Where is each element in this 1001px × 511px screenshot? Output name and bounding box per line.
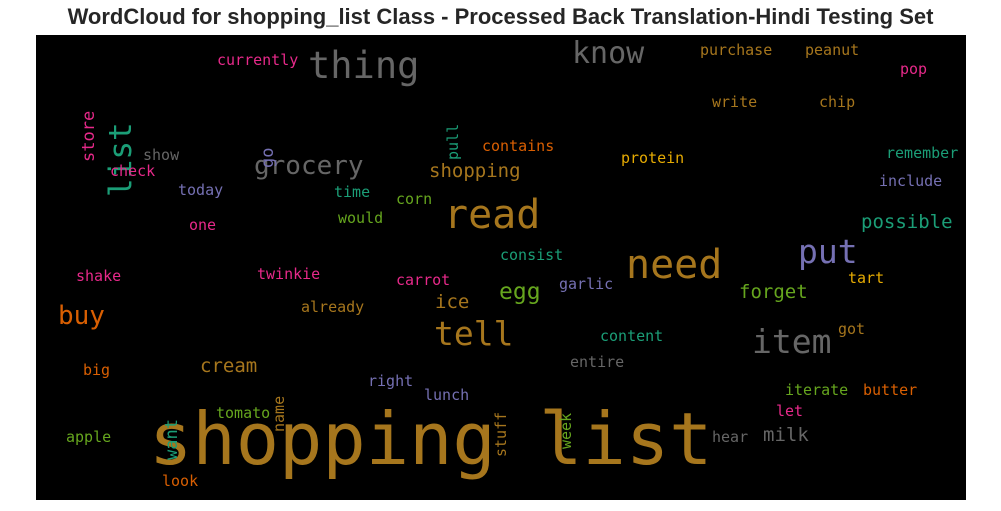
word-shake: shake: [76, 267, 122, 285]
word-right: right: [368, 372, 414, 390]
word-check: check: [110, 162, 156, 180]
word-pop: pop: [900, 60, 928, 78]
word-one: one: [189, 216, 217, 234]
word-include: include: [879, 172, 943, 190]
word-look: look: [162, 472, 199, 490]
word-consist: consist: [500, 246, 564, 264]
word-already: already: [301, 298, 365, 316]
word-pull: pull: [444, 123, 462, 160]
word-cream: cream: [200, 355, 258, 377]
word-butter: butter: [863, 381, 918, 399]
word-ice: ice: [435, 291, 470, 313]
word-need: need: [626, 242, 723, 288]
word-go: go: [258, 147, 278, 169]
word-show: show: [143, 146, 180, 164]
word-list: list: [103, 122, 139, 198]
word-egg: egg: [499, 279, 541, 305]
word-shopping: shopping: [429, 160, 521, 182]
word-chip: chip: [819, 93, 856, 111]
word-read: read: [444, 192, 541, 238]
word-store: store: [79, 110, 99, 162]
word-possible: possible: [861, 211, 953, 233]
word-put: put: [798, 232, 858, 271]
word-write: write: [712, 93, 758, 111]
word-shopping-list: shopping list: [149, 397, 713, 481]
word-let: let: [776, 402, 804, 420]
word-thing: thing: [308, 44, 420, 87]
word-tart: tart: [848, 269, 885, 287]
word-milk: milk: [763, 424, 809, 446]
word-peanut: peanut: [805, 41, 860, 59]
word-protein: protein: [621, 149, 685, 167]
word-want: want: [162, 418, 182, 460]
word-contains: contains: [482, 137, 555, 155]
word-item: item: [752, 322, 832, 361]
word-garlic: garlic: [559, 275, 614, 293]
word-name: name: [270, 395, 288, 432]
word-twinkie: twinkie: [257, 265, 321, 283]
word-would: would: [338, 209, 384, 227]
word-apple: apple: [66, 428, 112, 446]
word-grocery: grocery: [254, 151, 364, 181]
word-corn: corn: [396, 190, 433, 208]
word-today: today: [178, 181, 224, 199]
word-currently: currently: [217, 51, 299, 69]
word-hear: hear: [712, 428, 749, 446]
word-lunch: lunch: [424, 386, 470, 404]
chart-title: WordCloud for shopping_list Class - Proc…: [67, 4, 934, 29]
word-carrot: carrot: [396, 271, 451, 289]
word-entire: entire: [570, 353, 625, 371]
word-tell: tell: [434, 314, 514, 353]
word-got: got: [838, 320, 866, 338]
word-time: time: [334, 183, 371, 201]
word-big: big: [83, 361, 111, 379]
wordcloud-canvas: shopping list need read item thing tell put lis…: [36, 35, 966, 500]
word-stuff: stuff: [492, 411, 510, 457]
word-forget: forget: [739, 281, 808, 303]
word-remember: remember: [886, 144, 959, 162]
word-content: content: [600, 327, 664, 345]
word-buy: buy: [58, 301, 105, 331]
word-iterate: iterate: [785, 381, 849, 399]
word-week: week: [557, 412, 575, 449]
word-know: know: [572, 36, 645, 71]
word-purchase: purchase: [700, 41, 773, 59]
word-tomato: tomato: [216, 404, 271, 422]
